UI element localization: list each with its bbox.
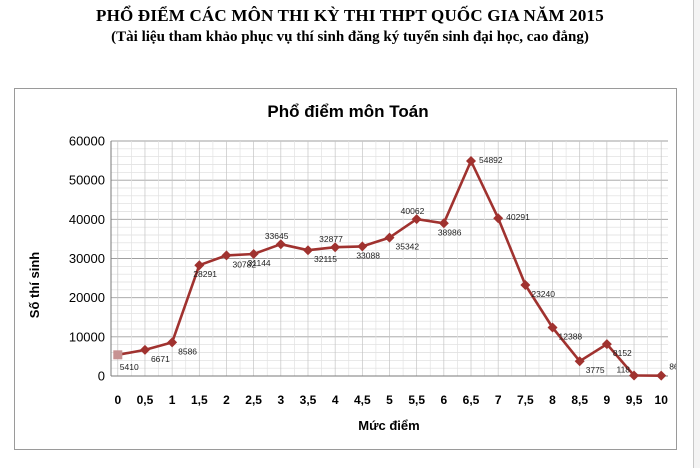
series-markers xyxy=(113,156,667,381)
y-tick-label: 0 xyxy=(98,369,105,384)
data-point-marker xyxy=(221,250,232,261)
y-tick-label: 50000 xyxy=(69,173,105,188)
data-point-marker xyxy=(601,339,612,350)
data-label: 54892 xyxy=(479,155,503,165)
data-label: 40291 xyxy=(506,212,530,222)
y-tick-labels: 0 10000 20000 30000 40000 50000 60000 xyxy=(69,134,105,384)
x-tick-label: 9,5 xyxy=(626,393,643,407)
data-point-marker xyxy=(302,245,313,256)
data-label: 32877 xyxy=(319,234,343,244)
data-label: 23240 xyxy=(531,289,555,299)
x-tick-label: 7 xyxy=(495,393,502,407)
x-tick-label: 0 xyxy=(114,393,121,407)
data-point-marker xyxy=(275,239,286,250)
y-tick-label: 10000 xyxy=(69,329,105,344)
data-label: 30782 xyxy=(232,259,256,269)
x-tick-label: 2 xyxy=(223,393,230,407)
y-tick-label: 40000 xyxy=(69,212,105,227)
document-title: PHỔ ĐIỂM CÁC MÔN THI KỲ THI THPT QUỐC GI… xyxy=(96,6,604,25)
data-label: 28291 xyxy=(193,269,217,279)
y-tick-label: 30000 xyxy=(69,251,105,266)
data-label: 31144 xyxy=(248,258,271,268)
data-point-marker xyxy=(113,350,123,360)
data-label: 6671 xyxy=(151,354,170,364)
data-label: 8152 xyxy=(613,348,632,358)
data-point-marker xyxy=(357,241,368,252)
data-label: 33645 xyxy=(265,231,289,241)
x-tick-label: 1,5 xyxy=(191,393,208,407)
data-label: 40062 xyxy=(401,206,425,216)
window-edge xyxy=(693,0,700,468)
data-label: 12388 xyxy=(559,331,583,341)
data-point-marker xyxy=(466,156,477,167)
x-tick-label: 5,5 xyxy=(408,393,425,407)
data-label: 3775 xyxy=(586,365,605,375)
data-point-marker xyxy=(493,213,504,224)
grid xyxy=(111,140,668,377)
data-point-marker xyxy=(629,370,640,381)
x-tick-label: 1 xyxy=(169,393,176,407)
data-label: 5410 xyxy=(120,362,139,372)
x-tick-label: 4 xyxy=(332,393,339,407)
data-point-marker xyxy=(656,370,667,381)
x-axis-label: Mức điểm xyxy=(358,418,419,433)
y-tick-label: 20000 xyxy=(69,290,105,305)
data-label: 33088 xyxy=(356,250,380,260)
x-tick-label: 3,5 xyxy=(300,393,317,407)
data-point-marker xyxy=(411,214,422,225)
data-point-marker xyxy=(574,356,585,367)
data-point-marker xyxy=(438,218,449,229)
y-axis-label: Số thí sinh xyxy=(27,252,42,319)
x-tick-label: 9 xyxy=(604,393,611,407)
data-point-marker xyxy=(167,337,178,348)
x-tick-label: 8 xyxy=(549,393,556,407)
x-tick-label: 5 xyxy=(386,393,393,407)
data-label: 86 xyxy=(669,362,676,372)
data-label: 118 xyxy=(616,365,630,375)
x-tick-label: 10 xyxy=(655,393,669,407)
x-tick-label: 3 xyxy=(277,393,284,407)
chart-title: Phổ điểm môn Toán xyxy=(267,102,428,121)
data-point-marker xyxy=(520,279,531,290)
x-tick-label: 6,5 xyxy=(463,393,480,407)
x-tick-label: 7,5 xyxy=(517,393,534,407)
y-tick-label: 60000 xyxy=(69,134,105,149)
data-point-marker xyxy=(248,249,259,260)
data-label: 38986 xyxy=(438,227,462,237)
axes xyxy=(110,141,668,377)
data-point-marker xyxy=(330,242,341,253)
data-label: 32115 xyxy=(314,254,337,264)
x-tick-labels: 0 0,5 1 1,5 2 2,5 3 3,5 4 4,5 5 5,5 6 6,5 7 7,5 8 8,5 9 9,5… xyxy=(114,393,668,407)
x-tick-label: 2,5 xyxy=(245,393,262,407)
data-label: 35342 xyxy=(396,242,420,252)
data-point-marker xyxy=(384,232,395,243)
x-tick-label: 0,5 xyxy=(137,393,154,407)
data-point-marker xyxy=(547,322,558,333)
data-label: 8586 xyxy=(178,346,197,356)
chart-frame: Phổ điểm môn Toán 0 10000 20000 30000 40000 5… xyxy=(14,88,679,450)
x-tick-label: 6 xyxy=(440,393,447,407)
document-subtitle: (Tài liệu tham khảo phục vụ thí sinh đăn… xyxy=(111,29,589,45)
line-chart: Phổ điểm môn Toán 0 10000 20000 30000 40000 5… xyxy=(27,102,679,433)
x-tick-label: 4,5 xyxy=(354,393,371,407)
data-point-marker xyxy=(194,260,205,271)
x-tick-label: 8,5 xyxy=(571,393,588,407)
data-point-marker xyxy=(139,344,150,355)
